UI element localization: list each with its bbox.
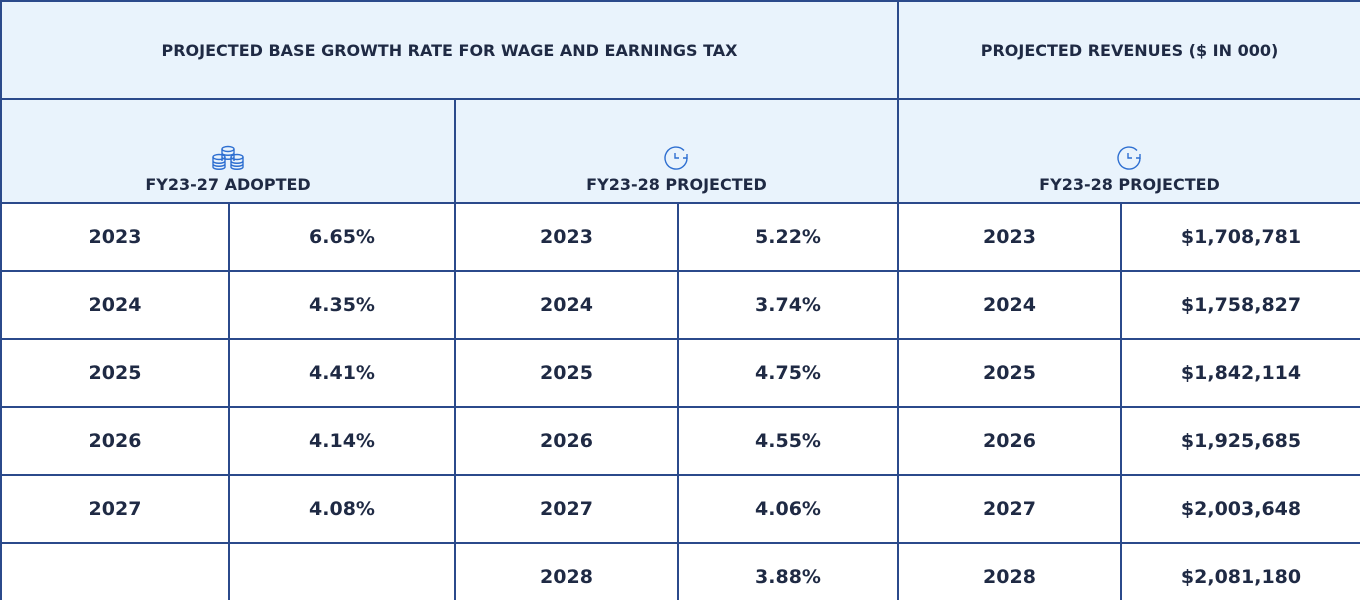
value-cell: 4.41% <box>228 338 456 408</box>
year-cell: 2028 <box>454 542 679 600</box>
year-cell: 2026 <box>454 406 679 476</box>
year-cell: 2026 <box>0 406 230 476</box>
year-cell: 2025 <box>0 338 230 408</box>
year-cell: 2027 <box>897 474 1122 544</box>
year-cell: 2028 <box>897 542 1122 600</box>
year-cell: 2025 <box>897 338 1122 408</box>
group-header: PROJECTED REVENUES ($ IN 000) <box>896 0 1360 100</box>
group-header: PROJECTED BASE GROWTH RATE FOR WAGE AND … <box>0 0 899 100</box>
value-cell: $1,842,114 <box>1119 338 1360 408</box>
clock-icon <box>663 146 688 170</box>
data-row: 2026 4.14% 2026 4.55% 2026 $1,925,685 <box>0 406 1360 476</box>
value-cell: $1,925,685 <box>1119 406 1360 476</box>
year-cell: 2026 <box>897 406 1122 476</box>
clock-icon <box>1116 146 1141 170</box>
subheader-label: FY23-27 ADOPTED <box>145 175 311 194</box>
value-cell: 4.75% <box>677 338 899 408</box>
value-cell: 5.22% <box>677 202 899 272</box>
value-cell: 4.08% <box>228 474 456 544</box>
data-row: 2023 6.65% 2023 5.22% 2023 $1,708,781 <box>0 202 1360 272</box>
value-cell: 4.14% <box>228 406 456 476</box>
year-cell: 2025 <box>454 338 679 408</box>
subheader-row: FY23-27 ADOPTED FY23-28 PROJECTED FY23-2… <box>0 98 1360 204</box>
value-cell: $2,003,648 <box>1119 474 1360 544</box>
year-cell: 2027 <box>454 474 679 544</box>
value-cell: 4.55% <box>677 406 899 476</box>
data-row: 2024 4.35% 2024 3.74% 2024 $1,758,827 <box>0 270 1360 340</box>
value-cell: 3.88% <box>677 542 899 600</box>
year-cell: 2027 <box>0 474 230 544</box>
value-cell: 4.35% <box>228 270 456 340</box>
subheader-label: FY23-28 PROJECTED <box>1039 175 1220 194</box>
subheader: FY23-27 ADOPTED <box>0 98 456 204</box>
year-cell: 2024 <box>0 270 230 340</box>
data-row: 2028 3.88% 2028 $2,081,180 <box>0 542 1360 600</box>
year-cell: 2023 <box>897 202 1122 272</box>
value-cell: $2,081,180 <box>1119 542 1360 600</box>
year-cell: 2024 <box>454 270 679 340</box>
group-header-row: PROJECTED BASE GROWTH RATE FOR WAGE AND … <box>0 0 1360 100</box>
value-cell: $1,708,781 <box>1119 202 1360 272</box>
subheader: FY23-28 PROJECTED <box>454 98 899 204</box>
value-cell: 4.06% <box>677 474 899 544</box>
data-row: 2027 4.08% 2027 4.06% 2027 $2,003,648 <box>0 474 1360 544</box>
value-cell: $1,758,827 <box>1119 270 1360 340</box>
value-cell: 3.74% <box>677 270 899 340</box>
subheader: FY23-28 PROJECTED <box>896 98 1360 204</box>
value-cell <box>228 542 456 600</box>
year-cell <box>0 542 230 600</box>
subheader-label: FY23-28 PROJECTED <box>586 175 767 194</box>
year-cell: 2023 <box>0 202 230 272</box>
data-row: 2025 4.41% 2025 4.75% 2025 $1,842,114 <box>0 338 1360 408</box>
coins-icon <box>212 145 244 170</box>
year-cell: 2023 <box>454 202 679 272</box>
value-cell: 6.65% <box>228 202 456 272</box>
year-cell: 2024 <box>897 270 1122 340</box>
